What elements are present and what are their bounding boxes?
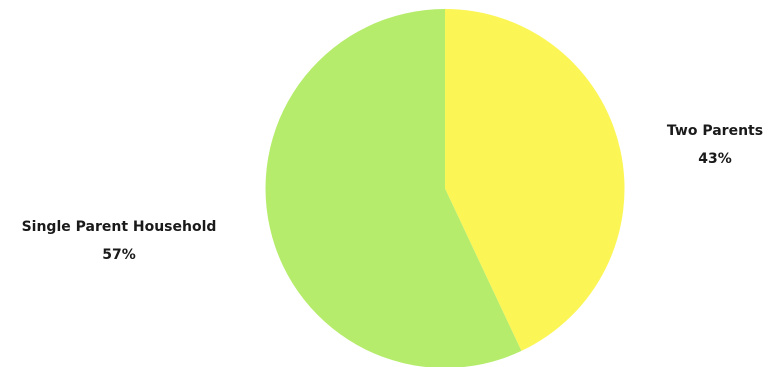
pie-slices [265,9,625,367]
slice-label-single-parent-household: Single Parent Household [22,219,217,235]
slice-label-two-parents: Two Parents [667,123,763,139]
pie-slice-two-parents [445,9,625,351]
slice-percent-two-parents: 43% [698,151,732,167]
slice-percent-single-parent-household: 57% [102,247,136,263]
pie-slice-single-parent-household [265,9,522,367]
